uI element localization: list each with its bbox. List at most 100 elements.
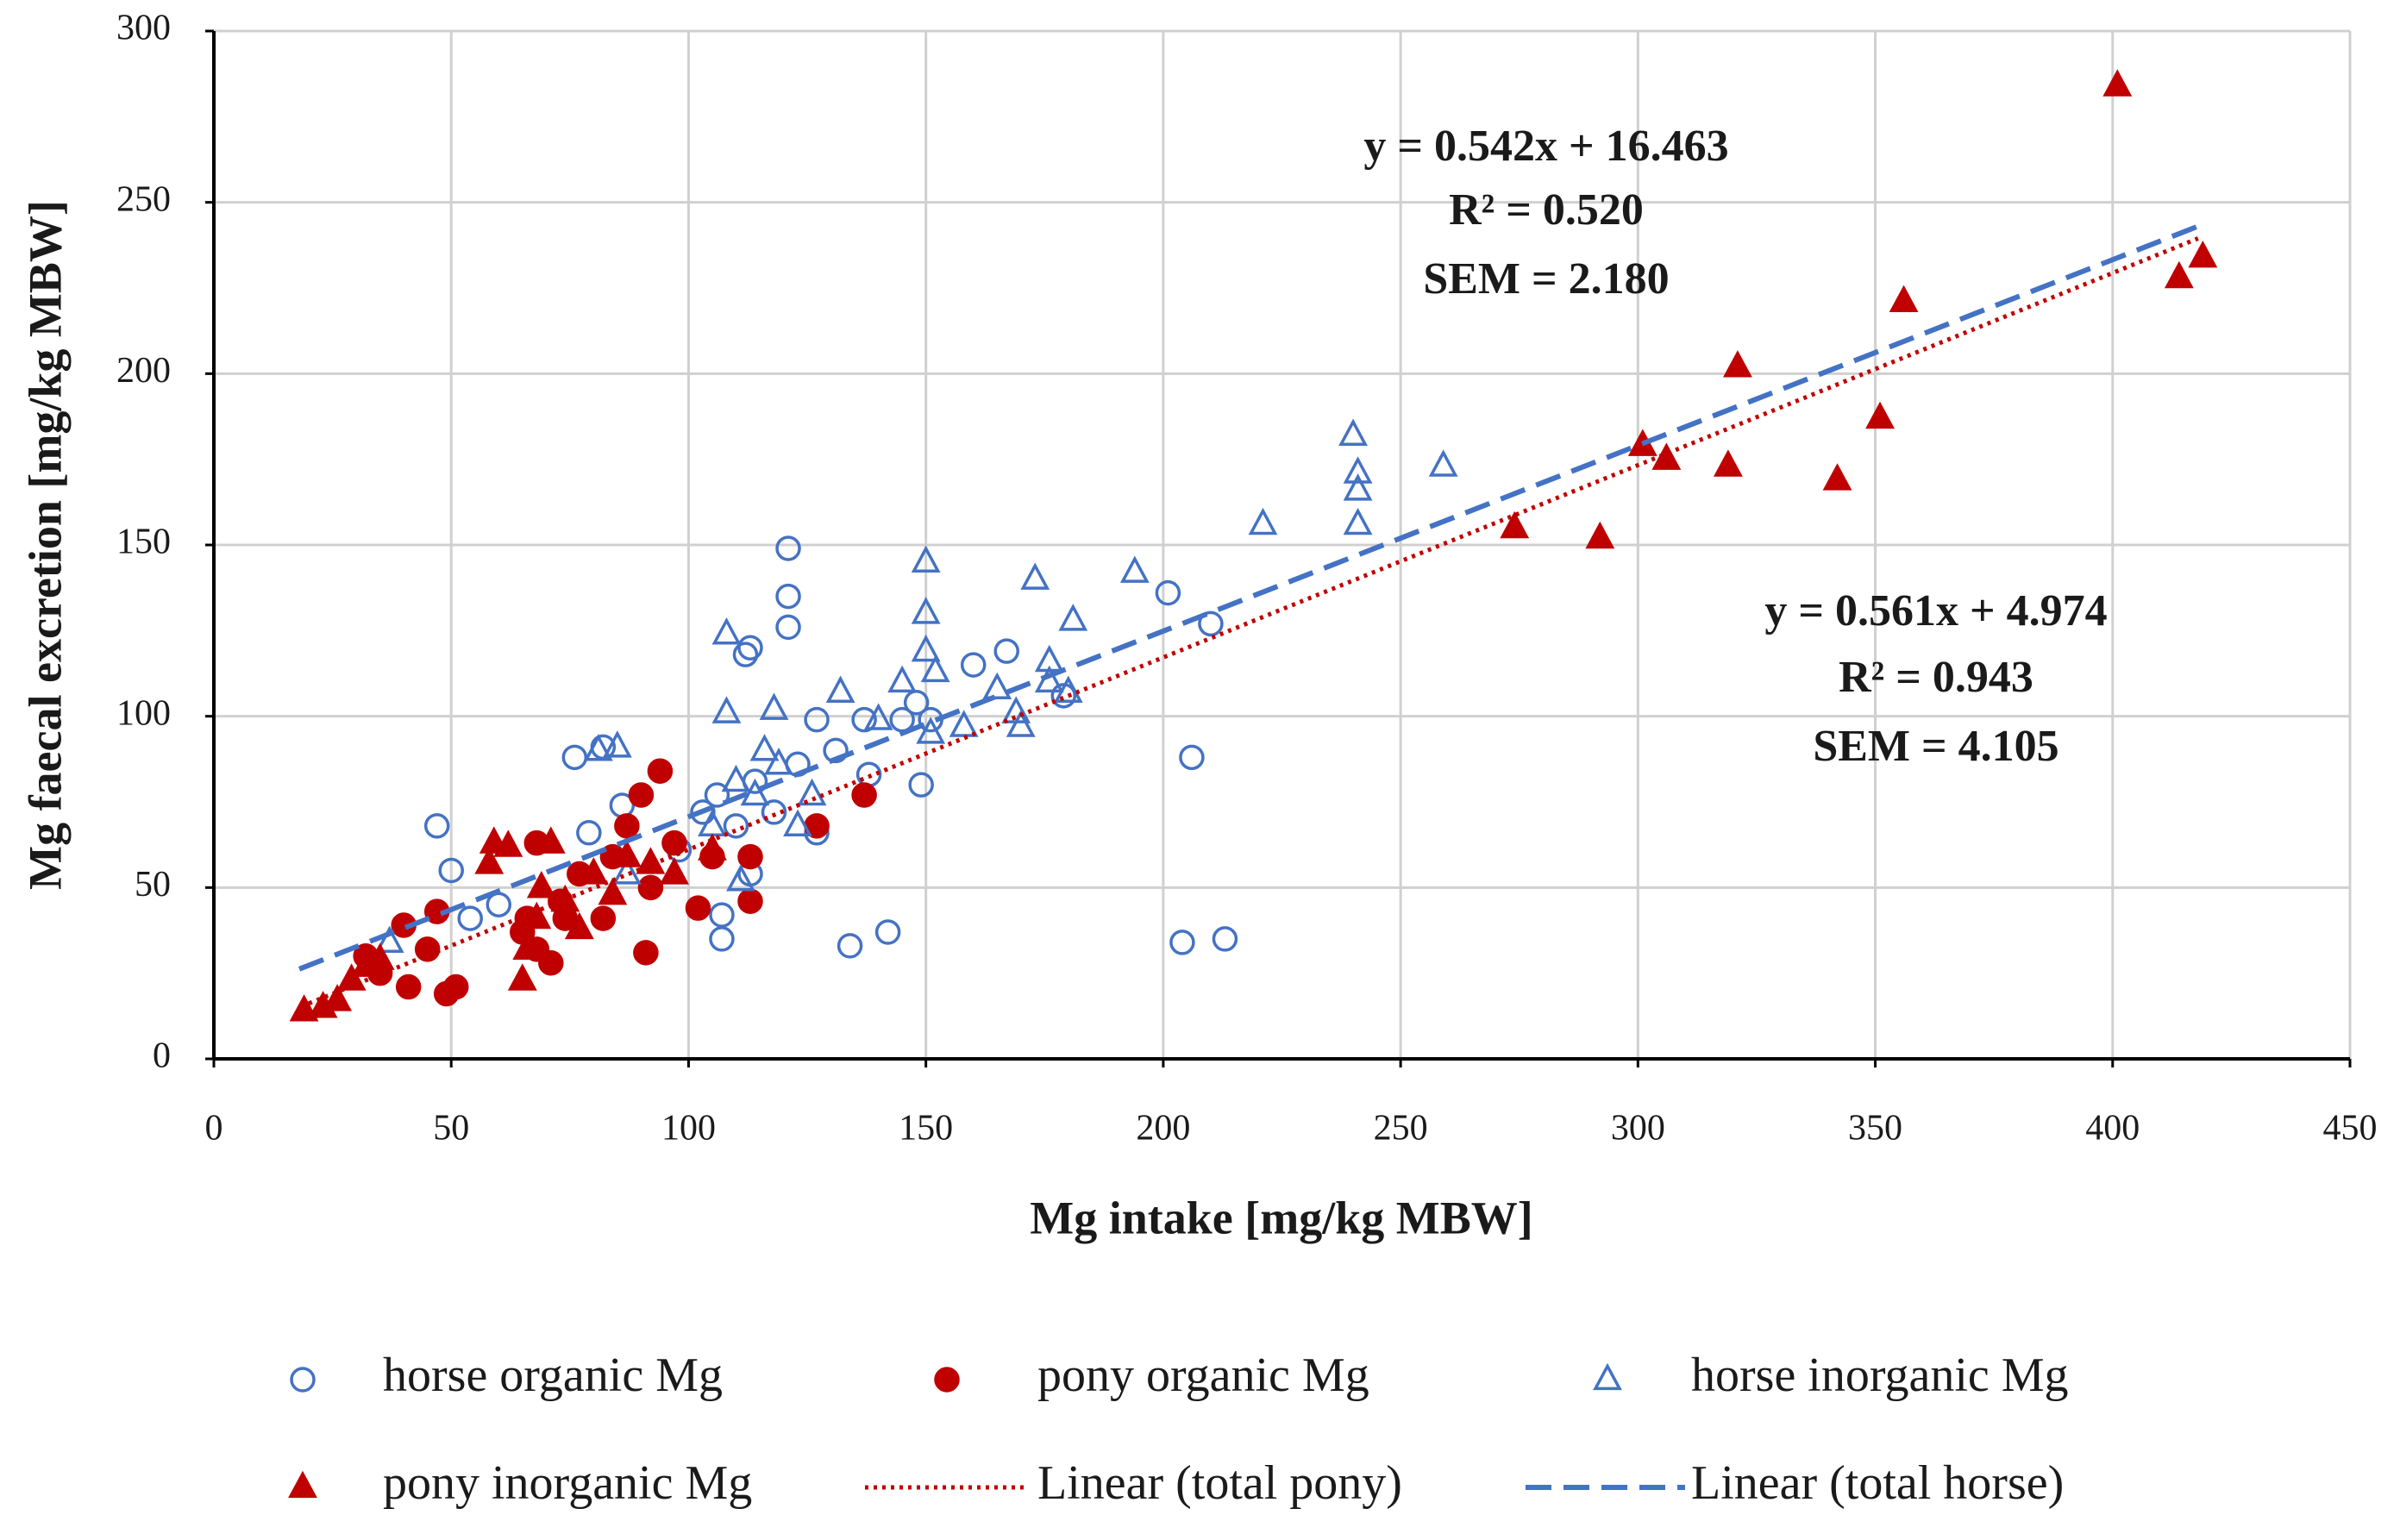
point — [493, 829, 523, 857]
x-axis-title: Mg intake [mg/kg MBW] — [1030, 1192, 1532, 1243]
point — [423, 813, 450, 839]
y-tick-label: 50 — [135, 865, 171, 905]
point — [709, 926, 735, 952]
point — [1500, 510, 1530, 539]
point — [874, 919, 901, 945]
point — [583, 734, 613, 761]
x-tick-label: 150 — [899, 1109, 953, 1149]
legend-item: pony inorganic Mg — [288, 1456, 752, 1510]
legend-label: pony inorganic Mg — [383, 1456, 752, 1510]
point — [737, 843, 763, 870]
point — [660, 857, 689, 885]
legend-item: Linear (total pony) — [865, 1456, 1402, 1510]
point — [289, 994, 319, 1022]
point — [661, 829, 687, 856]
point — [982, 672, 1012, 700]
point — [1053, 675, 1083, 704]
x-tick-label: 450 — [2323, 1109, 2378, 1149]
point — [1020, 562, 1050, 590]
point — [1006, 710, 1036, 737]
point — [512, 932, 542, 961]
point — [1058, 604, 1088, 631]
point — [1343, 507, 1373, 535]
point — [647, 758, 674, 784]
equation-label: y = 0.561x + 4.974 — [1764, 586, 2107, 635]
point — [837, 933, 863, 959]
point — [698, 833, 727, 861]
point — [576, 820, 602, 846]
point — [911, 545, 941, 573]
y-tick-label: 250 — [116, 179, 171, 219]
point — [1722, 350, 1752, 378]
point — [590, 905, 617, 931]
legend-swatch — [290, 1367, 316, 1393]
point — [2164, 260, 2194, 289]
point — [916, 717, 946, 744]
point — [1343, 473, 1373, 501]
point — [783, 809, 812, 836]
point — [442, 973, 469, 1000]
point — [711, 617, 742, 645]
point — [949, 710, 979, 737]
point — [1248, 507, 1278, 535]
y-axis-title: Mg faecal excretion [mg/kg MBW] — [19, 200, 71, 890]
point — [564, 911, 594, 940]
point — [804, 706, 830, 733]
legend-swatch — [288, 1470, 317, 1499]
legend-item: horse organic Mg — [290, 1349, 723, 1402]
equation-label: R² = 0.520 — [1449, 185, 1644, 235]
point — [993, 638, 1019, 664]
point — [1428, 449, 1458, 477]
y-tick-label: 100 — [116, 693, 171, 733]
point — [960, 652, 987, 678]
point — [522, 901, 552, 930]
point — [920, 654, 950, 683]
point — [723, 813, 749, 839]
equation-label: R² = 0.943 — [1839, 653, 2033, 702]
point — [851, 782, 877, 808]
legend-label: horse organic Mg — [383, 1349, 723, 1402]
point — [1343, 456, 1373, 484]
point — [438, 857, 464, 884]
point — [1822, 463, 1852, 491]
point — [908, 772, 934, 798]
trend-line — [308, 236, 2199, 1005]
point — [709, 902, 735, 928]
point — [759, 692, 789, 720]
point — [1713, 449, 1743, 477]
point — [732, 642, 759, 667]
legend-label: Linear (total pony) — [1037, 1456, 1402, 1510]
point — [1198, 610, 1224, 637]
point — [749, 734, 780, 761]
point — [507, 963, 537, 991]
point — [538, 949, 564, 976]
point — [887, 665, 918, 693]
point — [614, 813, 640, 839]
legend-swatch — [1593, 1362, 1622, 1391]
point — [636, 847, 666, 874]
x-tick-label: 400 — [2085, 1109, 2140, 1149]
point — [395, 973, 422, 1000]
point — [863, 703, 893, 730]
point — [474, 847, 504, 874]
point — [457, 905, 483, 931]
point — [1155, 579, 1181, 606]
legend-item: Linear (total horse) — [1526, 1456, 2064, 1510]
legend-item: pony organic Mg — [934, 1349, 1369, 1402]
point — [685, 895, 711, 921]
point — [911, 597, 941, 624]
point — [637, 874, 664, 901]
point — [602, 730, 632, 758]
equation-label: y = 0.542x + 16.463 — [1363, 122, 1728, 171]
point — [374, 925, 404, 954]
point — [1889, 285, 1919, 313]
point — [1651, 442, 1682, 470]
point — [911, 634, 941, 662]
point — [825, 675, 855, 704]
point — [611, 857, 642, 885]
point — [2188, 240, 2218, 268]
point — [1585, 521, 1615, 549]
x-tick-label: 200 — [1136, 1109, 1190, 1149]
y-tick-label: 200 — [116, 351, 171, 391]
x-tick-label: 50 — [433, 1109, 469, 1149]
